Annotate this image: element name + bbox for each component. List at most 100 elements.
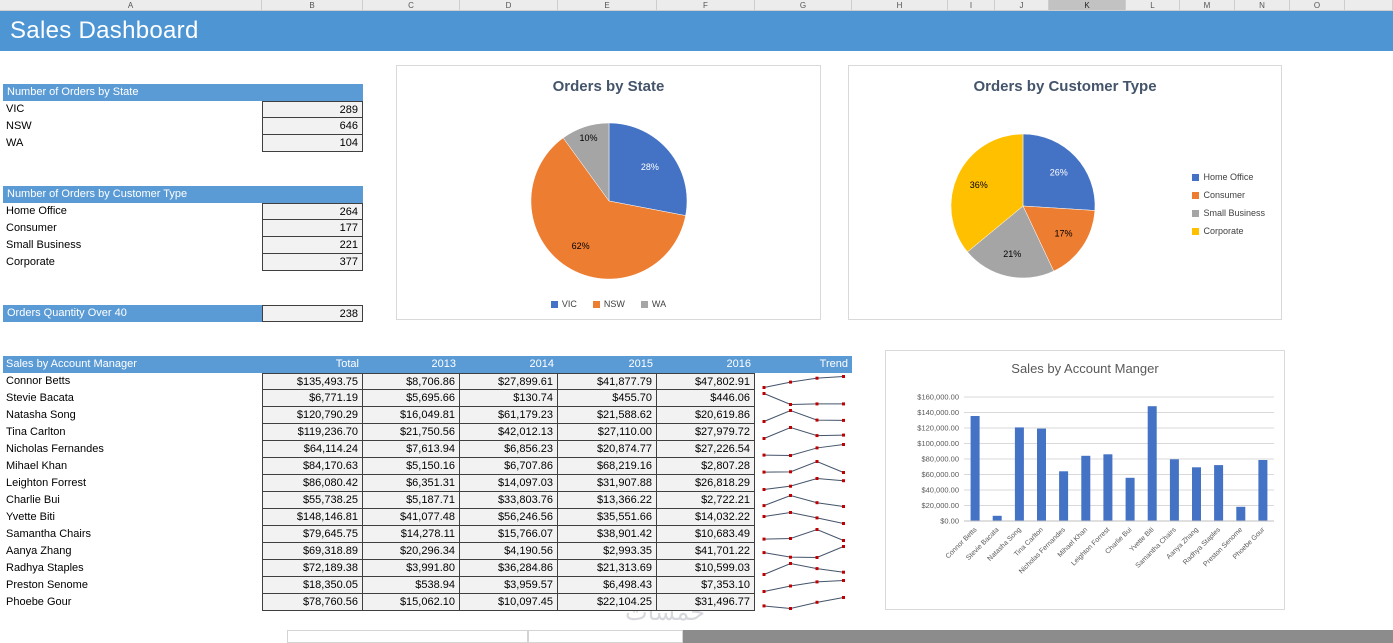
trend-cell[interactable] — [755, 577, 852, 594]
account-manager-name[interactable]: Leighton Forrest — [6, 477, 87, 489]
year-value-cell[interactable]: $10,683.49 — [657, 526, 755, 543]
column-header[interactable]: Total — [335, 358, 359, 370]
column-header-N[interactable]: N — [1235, 0, 1290, 10]
trend-cell[interactable] — [755, 475, 852, 492]
year-value-cell[interactable]: $2,993.35 — [558, 543, 657, 560]
column-header-E[interactable]: E — [558, 0, 657, 10]
trend-cell[interactable] — [755, 424, 852, 441]
account-manager-name[interactable]: Charlie Bui — [6, 494, 60, 506]
trend-cell[interactable] — [755, 441, 852, 458]
trend-cell[interactable] — [755, 560, 852, 577]
year-value-cell[interactable]: $7,353.10 — [657, 577, 755, 594]
account-manager-name[interactable]: Aanya Zhang — [6, 545, 72, 557]
section-header[interactable]: Number of Orders by Customer Type — [3, 186, 363, 203]
year-value-cell[interactable]: $5,695.66 — [363, 390, 460, 407]
year-value-cell[interactable]: $14,097.03 — [460, 475, 558, 492]
total-cell[interactable]: $86,080.42 — [262, 475, 363, 492]
year-value-cell[interactable]: $14,032.22 — [657, 509, 755, 526]
total-cell[interactable]: $55,738.25 — [262, 492, 363, 509]
total-cell[interactable]: $79,645.75 — [262, 526, 363, 543]
total-cell[interactable]: $72,189.38 — [262, 560, 363, 577]
value-cell[interactable]: 377 — [262, 254, 363, 271]
total-cell[interactable]: $120,790.29 — [262, 407, 363, 424]
year-value-cell[interactable]: $41,701.22 — [657, 543, 755, 560]
value-cell[interactable]: 289 — [262, 101, 363, 118]
year-value-cell[interactable]: $2,722.21 — [657, 492, 755, 509]
year-value-cell[interactable]: $538.94 — [363, 577, 460, 594]
year-value-cell[interactable]: $21,750.56 — [363, 424, 460, 441]
column-header[interactable]: Trend — [819, 358, 848, 370]
account-manager-name[interactable]: Phoebe Gour — [6, 596, 72, 608]
bottom-cell[interactable] — [528, 630, 683, 643]
year-value-cell[interactable]: $27,979.72 — [657, 424, 755, 441]
year-value-cell[interactable]: $5,150.16 — [363, 458, 460, 475]
account-manager-name[interactable]: Radhya Staples — [6, 562, 84, 574]
total-cell[interactable]: $6,771.19 — [262, 390, 363, 407]
column-header-O[interactable]: O — [1290, 0, 1345, 10]
year-value-cell[interactable]: $22,104.25 — [558, 594, 657, 611]
sales-table-title[interactable]: Sales by Account Manager — [6, 358, 137, 370]
total-cell[interactable]: $84,170.63 — [262, 458, 363, 475]
column-header-A[interactable]: A — [0, 0, 262, 10]
orders-by-customer-type-chart[interactable]: Orders by Customer Type 26% 17% 21% 36% Hom… — [848, 65, 1282, 320]
year-value-cell[interactable]: $15,062.10 — [363, 594, 460, 611]
row-label[interactable]: Consumer — [6, 222, 57, 234]
year-value-cell[interactable]: $31,907.88 — [558, 475, 657, 492]
year-value-cell[interactable]: $130.74 — [460, 390, 558, 407]
year-value-cell[interactable]: $47,802.91 — [657, 373, 755, 390]
year-value-cell[interactable]: $4,190.56 — [460, 543, 558, 560]
year-value-cell[interactable]: $41,077.48 — [363, 509, 460, 526]
value-cell[interactable]: 646 — [262, 118, 363, 135]
section-header[interactable]: Number of Orders by State — [3, 84, 363, 101]
row-label[interactable]: Home Office — [6, 205, 67, 217]
year-value-cell[interactable]: $21,313.69 — [558, 560, 657, 577]
column-header-K[interactable]: K — [1049, 0, 1126, 10]
year-value-cell[interactable]: $15,766.07 — [460, 526, 558, 543]
account-manager-name[interactable]: Connor Betts — [6, 375, 71, 387]
year-value-cell[interactable]: $16,049.81 — [363, 407, 460, 424]
year-value-cell[interactable]: $26,818.29 — [657, 475, 755, 492]
total-cell[interactable]: $148,146.81 — [262, 509, 363, 526]
year-value-cell[interactable]: $3,959.57 — [460, 577, 558, 594]
year-value-cell[interactable]: $8,706.86 — [363, 373, 460, 390]
year-value-cell[interactable]: $56,246.56 — [460, 509, 558, 526]
column-header-G[interactable]: G — [755, 0, 852, 10]
column-header-C[interactable]: C — [363, 0, 460, 10]
year-value-cell[interactable]: $41,877.79 — [558, 373, 657, 390]
year-value-cell[interactable]: $31,496.77 — [657, 594, 755, 611]
year-value-cell[interactable]: $36,284.86 — [460, 560, 558, 577]
column-header-J[interactable]: J — [995, 0, 1049, 10]
row-label[interactable]: NSW — [6, 120, 32, 132]
value-cell[interactable]: 177 — [262, 220, 363, 237]
orders-by-state-chart[interactable]: Orders by State 28% 62% 10% VIC NSW WA — [396, 65, 821, 320]
account-manager-name[interactable]: Stevie Bacata — [6, 392, 74, 404]
year-value-cell[interactable]: $455.70 — [558, 390, 657, 407]
total-cell[interactable]: $78,760.56 — [262, 594, 363, 611]
year-value-cell[interactable]: $3,991.80 — [363, 560, 460, 577]
trend-cell[interactable] — [755, 458, 852, 475]
trend-cell[interactable] — [755, 492, 852, 509]
trend-cell[interactable] — [755, 526, 852, 543]
bottom-cell[interactable] — [287, 630, 528, 643]
trend-cell[interactable] — [755, 543, 852, 560]
year-value-cell[interactable]: $10,599.03 — [657, 560, 755, 577]
account-manager-name[interactable]: Yvette Biti — [6, 511, 55, 523]
year-value-cell[interactable]: $13,366.22 — [558, 492, 657, 509]
year-value-cell[interactable]: $5,187.71 — [363, 492, 460, 509]
year-value-cell[interactable]: $61,179.23 — [460, 407, 558, 424]
account-manager-name[interactable]: Nicholas Fernandes — [6, 443, 104, 455]
row-label[interactable]: Small Business — [6, 239, 82, 251]
total-cell[interactable]: $69,318.89 — [262, 543, 363, 560]
total-cell[interactable]: $64,114.24 — [262, 441, 363, 458]
account-manager-name[interactable]: Natasha Song — [6, 409, 76, 421]
year-value-cell[interactable]: $14,278.11 — [363, 526, 460, 543]
account-manager-name[interactable]: Tina Carlton — [6, 426, 66, 438]
year-value-cell[interactable]: $35,551.66 — [558, 509, 657, 526]
year-value-cell[interactable]: $20,619.86 — [657, 407, 755, 424]
year-value-cell[interactable]: $20,296.34 — [363, 543, 460, 560]
year-value-cell[interactable]: $27,899.61 — [460, 373, 558, 390]
total-cell[interactable]: $18,350.05 — [262, 577, 363, 594]
column-header-M[interactable]: M — [1180, 0, 1235, 10]
sales-by-account-manager-chart[interactable]: Sales by Account Manger $0.00 $20,000.00 $… — [885, 350, 1285, 610]
column-header-D[interactable]: D — [460, 0, 558, 10]
